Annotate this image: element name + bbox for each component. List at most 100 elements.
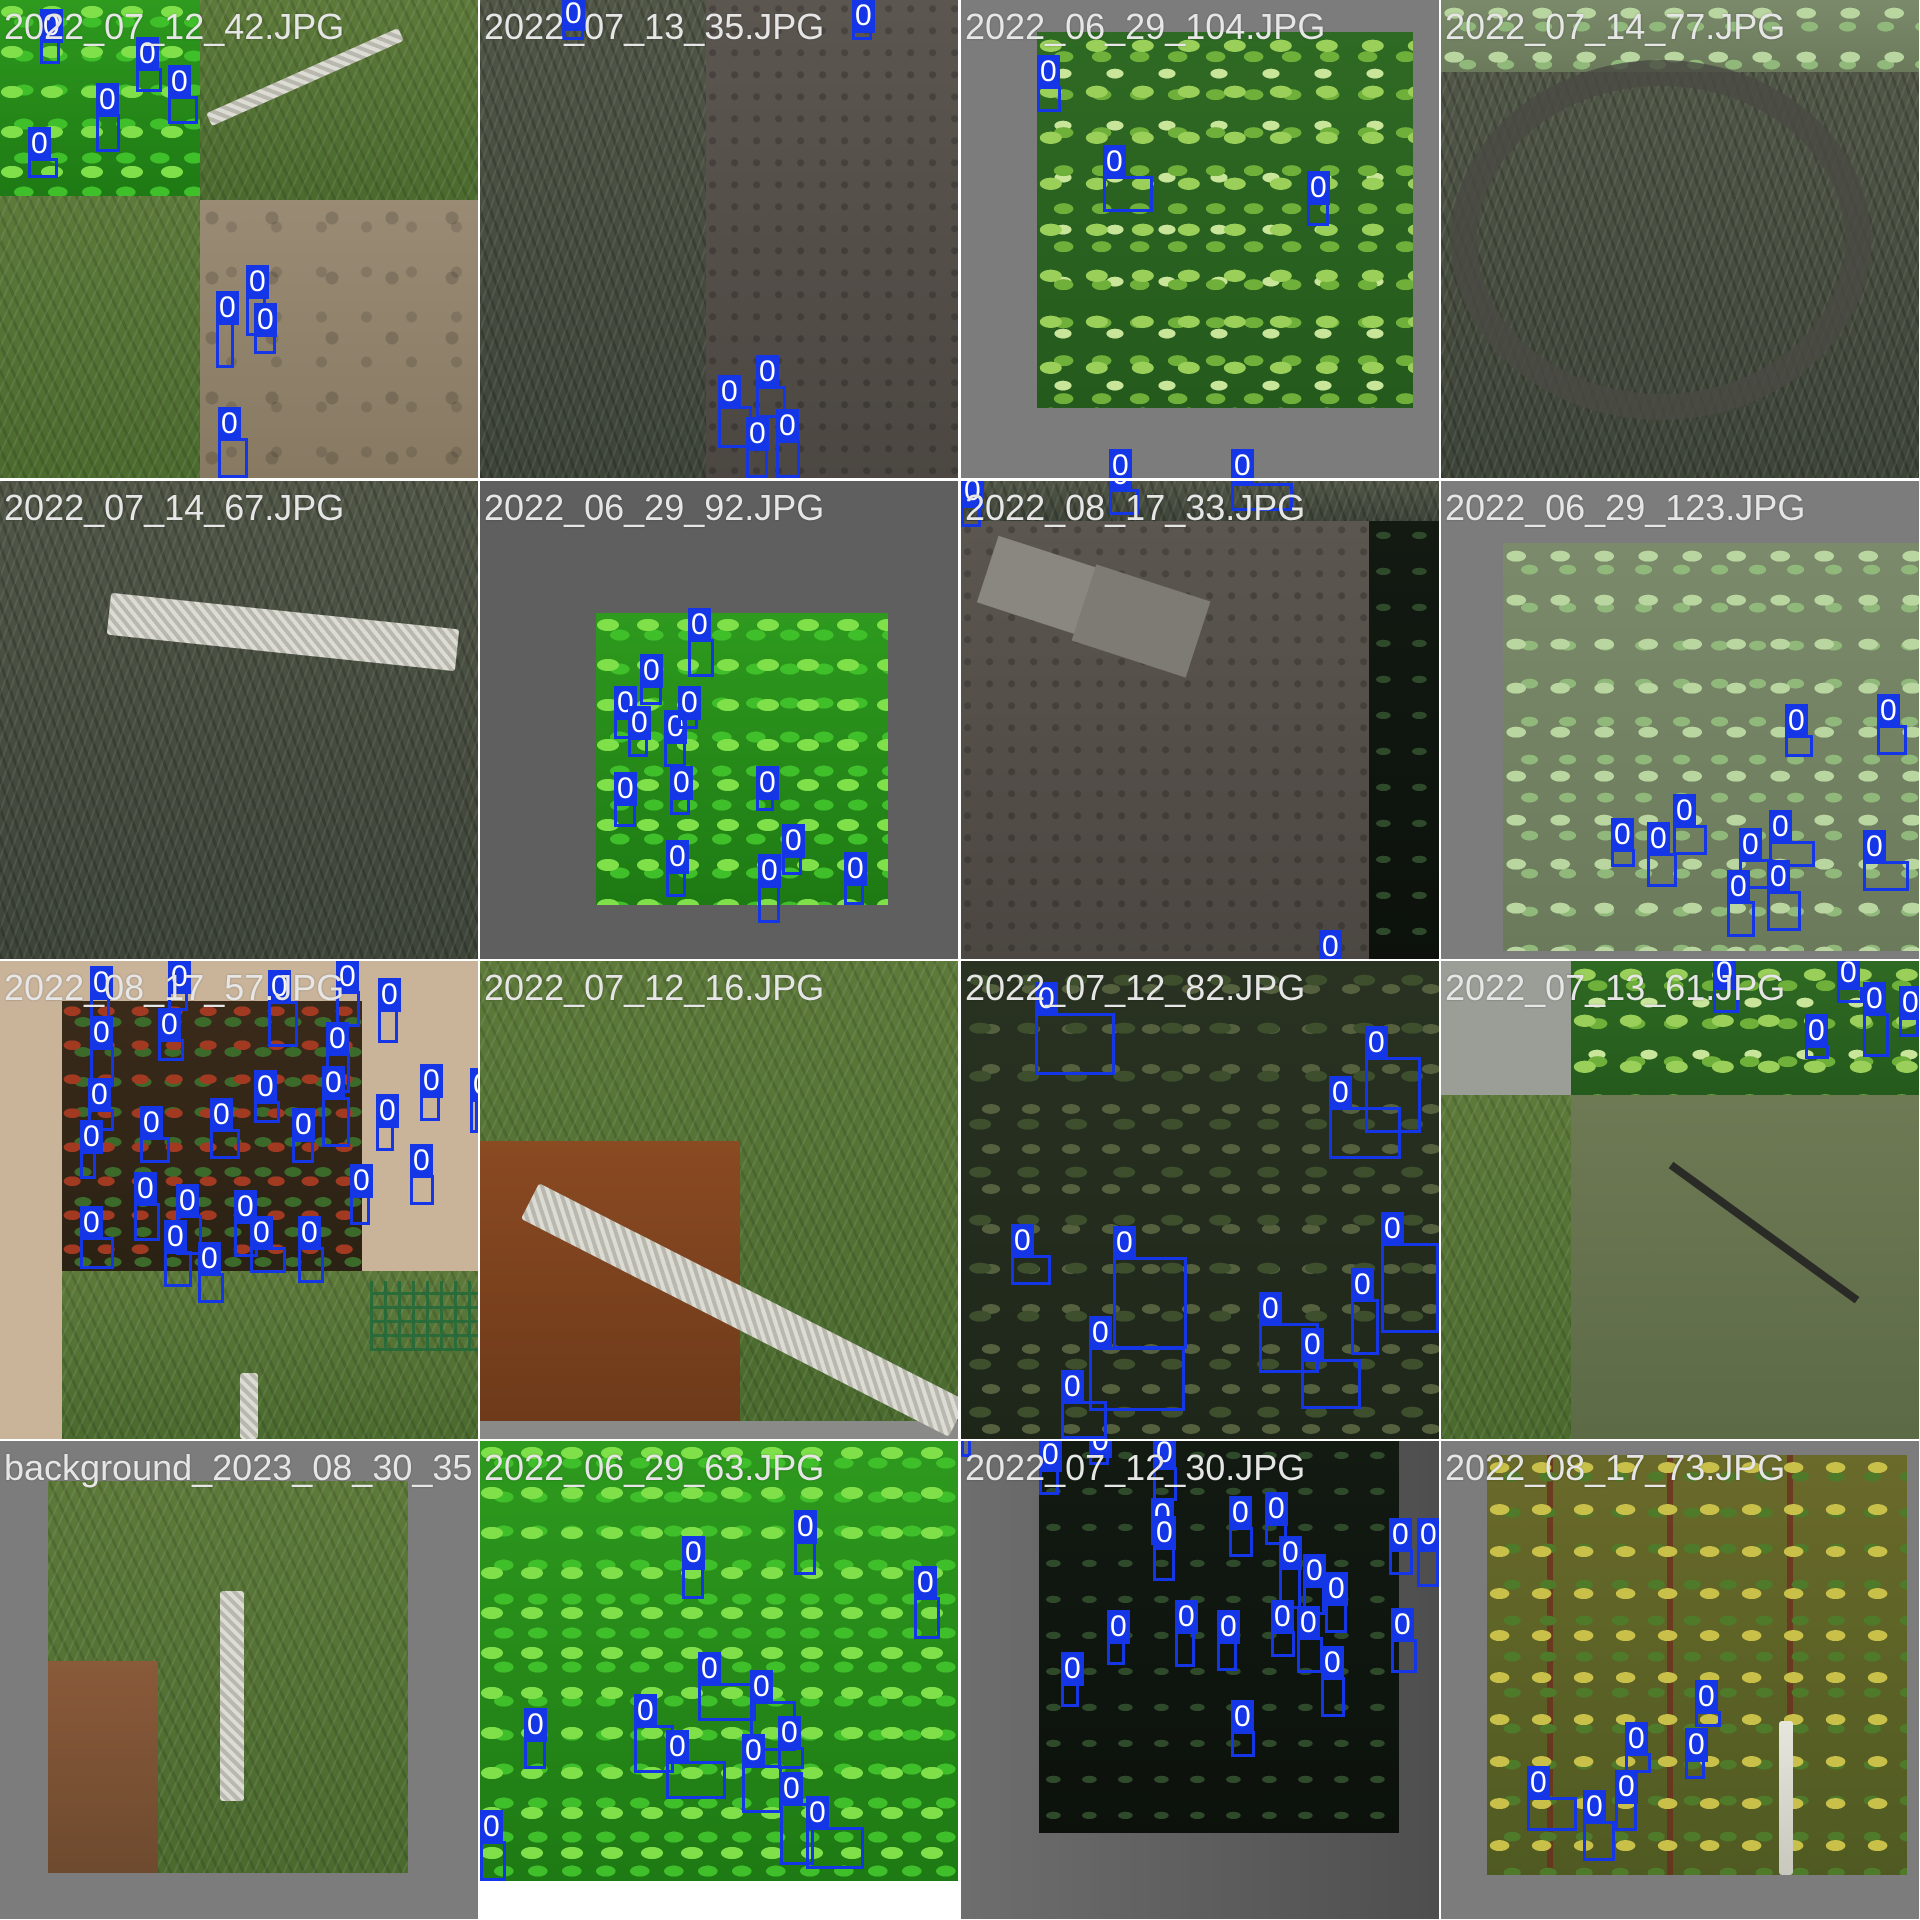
class-tag: 0 xyxy=(1837,961,1860,990)
class-tag: 0 xyxy=(168,65,191,99)
class-tag: 0 xyxy=(1365,1026,1388,1060)
class-tag: 0 xyxy=(1319,930,1342,959)
class-tag: 0 xyxy=(1297,1606,1320,1640)
class-tag: 0 xyxy=(1625,1722,1648,1756)
detection-box: 0 xyxy=(168,961,191,1011)
class-tag: 0 xyxy=(698,1652,721,1686)
detection-box: 0 xyxy=(164,1220,192,1287)
detection-box: 0 xyxy=(1061,1652,1084,1707)
class-tag: 0 xyxy=(1647,822,1670,856)
detection-box: 0 xyxy=(1727,870,1755,937)
tile-filename: background_2023_08_30_35 xyxy=(4,1447,473,1488)
class-tag: 0 xyxy=(1113,1226,1136,1260)
detection-box: 0 xyxy=(778,1716,804,1769)
detection-box: 0 xyxy=(1685,1728,1708,1779)
photo xyxy=(0,481,478,959)
detection-box: 0 xyxy=(666,1730,726,1799)
detection-box: 0 xyxy=(1039,1441,1062,1495)
detection-box: 0 xyxy=(1837,961,1863,1003)
detection-box: 0 xyxy=(1769,810,1815,867)
wire-fence xyxy=(370,1281,478,1351)
tile-2: 2022_07_13_35.JPG 0 0 0 0 0 0 xyxy=(480,0,958,478)
class-tag: 0 xyxy=(198,1242,221,1276)
detection-box: 0 xyxy=(218,407,248,478)
class-tag: 0 xyxy=(1527,1766,1550,1800)
detection-box: 0 xyxy=(776,409,800,478)
class-tag: 0 xyxy=(778,1716,801,1750)
class-tag: 0 xyxy=(1061,1652,1084,1686)
detection-box: 0 xyxy=(678,686,701,729)
detection-box: 0 xyxy=(698,1652,756,1721)
class-tag: 0 xyxy=(1389,1518,1412,1552)
detection-box: 0 xyxy=(780,1772,814,1865)
class-tag: 0 xyxy=(1301,1328,1324,1362)
class-tag: 0 xyxy=(806,1796,829,1830)
tile-filename: 2022_07_12_42.JPG xyxy=(4,6,345,47)
photo xyxy=(1487,1455,1907,1875)
photo xyxy=(480,1421,958,1439)
tile-filename: 2022_07_12_16.JPG xyxy=(484,967,825,1008)
detection-box: 0 xyxy=(666,840,689,897)
detection-box: 0 xyxy=(350,1164,373,1225)
detection-box: 0 xyxy=(1381,1212,1439,1333)
class-tag: 0 xyxy=(794,1510,817,1544)
detection-box: 0 xyxy=(198,1242,224,1303)
class-tag: 0 xyxy=(168,961,191,994)
stake xyxy=(1779,1721,1793,1875)
photo xyxy=(1441,961,1571,1095)
class-tag: 0 xyxy=(1153,1441,1176,1470)
detection-box: 0 xyxy=(80,1206,114,1269)
detection-box: 0 xyxy=(524,1708,547,1769)
detection-box: 0 xyxy=(1329,1076,1401,1159)
class-tag: 0 xyxy=(640,654,663,688)
class-tag: 0 xyxy=(758,854,781,888)
detection-box: 0 xyxy=(1583,1790,1615,1861)
tile-filename: 2022_07_14_67.JPG xyxy=(4,487,345,528)
class-tag: 0 xyxy=(1231,449,1254,478)
detection-box: 0 xyxy=(268,970,298,1047)
detection-box: 0 xyxy=(961,481,984,527)
detection-box: 0 xyxy=(1231,481,1293,511)
detection-box: 0 xyxy=(640,654,663,705)
class-tag: 0 xyxy=(1381,1212,1404,1246)
class-tag: 0 xyxy=(40,9,63,43)
class-tag: 0 xyxy=(1271,1600,1294,1634)
detection-box: 0 xyxy=(1615,1770,1638,1831)
detection-box: 0 xyxy=(254,303,277,354)
detection-box: 0 xyxy=(1103,145,1153,212)
detection-box: 0 xyxy=(336,961,360,1027)
photo xyxy=(1571,961,1919,1095)
detection-box: 0 xyxy=(210,1098,240,1159)
class-tag: 0 xyxy=(1217,1610,1240,1644)
tile-7: 2022_08_17_33.JPG 0 0 0 0 xyxy=(961,481,1439,959)
class-tag: 0 xyxy=(136,37,159,71)
tile-12: 2022_07_13_61.JPG 0 0 0 0 0 xyxy=(1441,961,1919,1439)
class-tag: 0 xyxy=(1011,1224,1034,1258)
class-tag: 0 xyxy=(688,608,711,642)
tile-filename: 2022_06_29_104.JPG xyxy=(965,6,1326,47)
detection-box: 0 xyxy=(756,766,779,811)
class-tag: 0 xyxy=(742,1734,765,1768)
detection-box: 0 xyxy=(1089,1316,1185,1411)
photo xyxy=(1369,521,1439,959)
detection-box: 0 xyxy=(756,355,786,418)
class-tag: 0 xyxy=(1109,481,1132,492)
class-tag: 0 xyxy=(1279,1536,1302,1570)
detection-box: 0 xyxy=(1297,1606,1323,1673)
class-tag: 0 xyxy=(80,1206,103,1240)
detection-box: 0 xyxy=(758,854,781,923)
detection-box: 0 xyxy=(168,65,198,124)
detection-box: 0 xyxy=(1611,818,1635,867)
class-tag: 0 xyxy=(961,481,984,508)
class-tag: 0 xyxy=(1089,1441,1112,1458)
class-tag: 0 xyxy=(420,1064,443,1098)
class-tag: 0 xyxy=(780,1772,803,1806)
tile-filename: 2022_06_29_92.JPG xyxy=(484,487,825,528)
detection-box: 0 xyxy=(670,766,693,815)
tile-10: 2022_07_12_16.JPG xyxy=(480,961,958,1439)
class-tag: 0 xyxy=(756,766,779,800)
tile-filename: 2022_08_17_57.JPG xyxy=(4,967,345,1008)
detection-box: 0 xyxy=(1695,1680,1721,1727)
class-tag: 0 xyxy=(678,686,701,720)
